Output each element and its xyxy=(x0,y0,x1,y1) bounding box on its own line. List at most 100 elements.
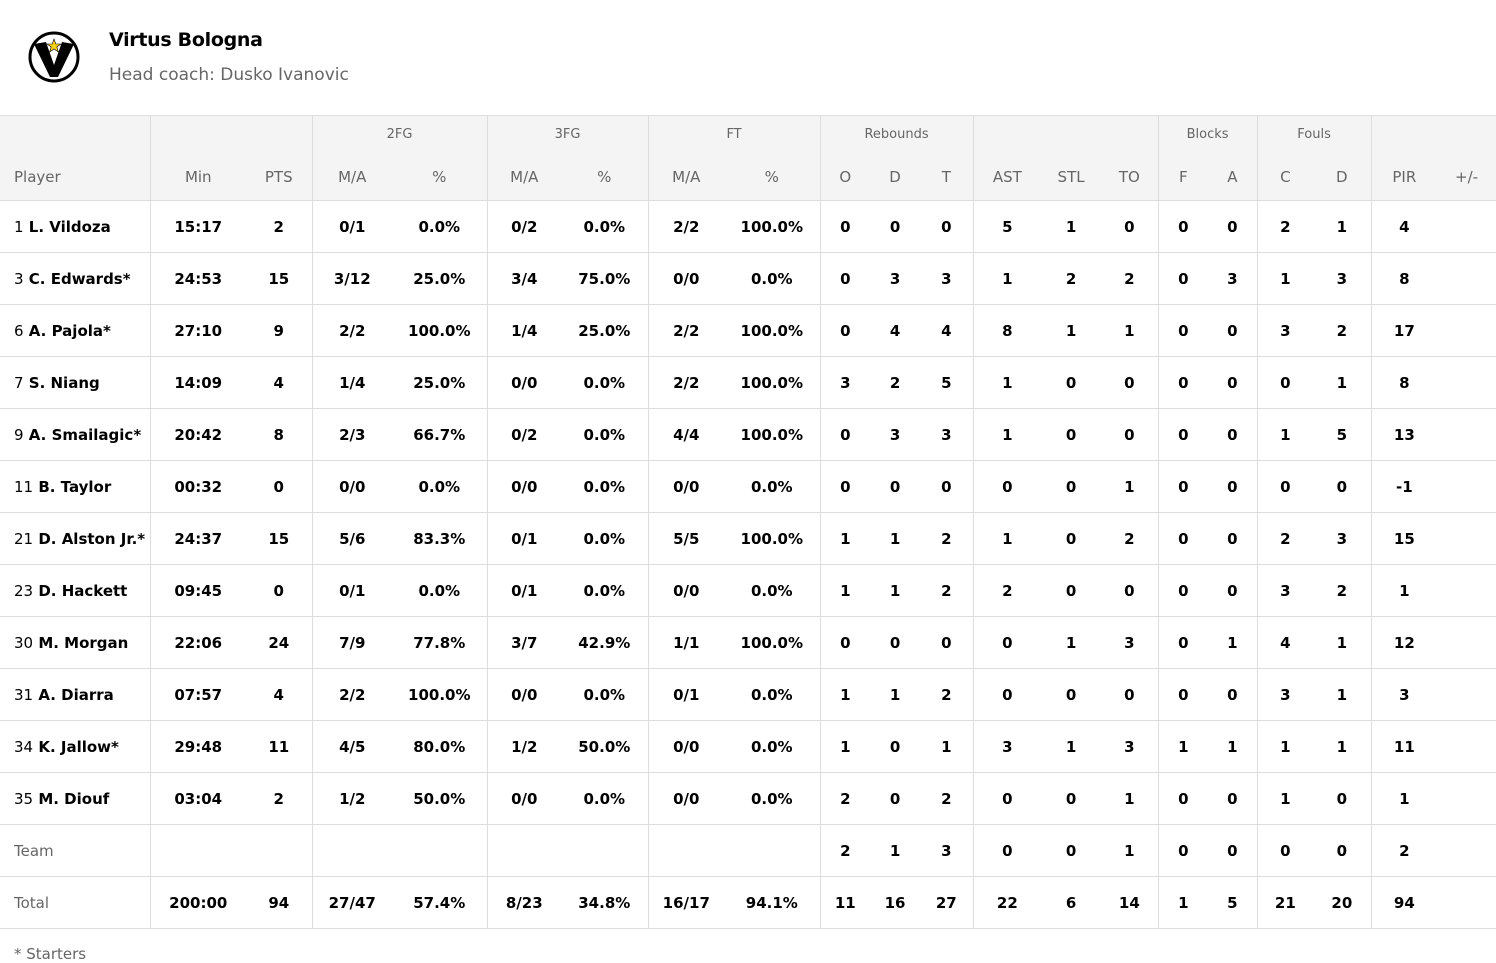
column-header-pir[interactable]: PIR xyxy=(1370,154,1438,201)
stat-stl: 0 xyxy=(1041,824,1102,877)
column-header-stl[interactable]: STL xyxy=(1041,154,1102,201)
stat-3fg-ma xyxy=(486,824,562,877)
group-header-3fg: 3FG xyxy=(486,115,649,154)
stat-min: 20:42 xyxy=(149,408,246,461)
column-header-fouls-d[interactable]: D xyxy=(1313,154,1372,201)
player-name[interactable]: D. Hackett xyxy=(38,581,128,600)
stat-pir: 1 xyxy=(1370,772,1438,825)
stat-blk-a: 0 xyxy=(1208,356,1258,409)
column-header-blk-f[interactable]: F xyxy=(1157,154,1209,201)
column-header-reb-d[interactable]: D xyxy=(870,154,921,201)
player-row: 3 C. Edwards* 24:53 15 3/12 25.0% 3/4 75.0% 0/0… xyxy=(0,252,1496,305)
stat-reb-o: 0 xyxy=(819,200,871,253)
stat-reb-o: 1 xyxy=(819,720,871,773)
column-header-ft-ma[interactable]: M/A xyxy=(647,154,725,201)
stat-ft-pct: 0.0% xyxy=(724,564,821,617)
player-name[interactable]: S. Niang xyxy=(28,373,100,392)
column-header-fouls-c[interactable]: C xyxy=(1256,154,1314,201)
column-header-ft-pct[interactable]: % xyxy=(724,154,821,201)
team-name: Virtus Bologna xyxy=(109,29,263,51)
stat-reb-d: 3 xyxy=(870,252,921,305)
stat-pir: 94 xyxy=(1370,876,1438,929)
stat-ast: 1 xyxy=(972,356,1042,409)
stat-fouls-c: 2 xyxy=(1256,200,1314,253)
stat-blk-a: 0 xyxy=(1208,200,1258,253)
column-header-blk-a[interactable]: A xyxy=(1208,154,1258,201)
stat-plus-minus xyxy=(1437,720,1496,773)
column-header-3fg-pct[interactable]: % xyxy=(561,154,649,201)
stat-2fg-ma: 2/3 xyxy=(311,408,392,461)
player-cell: 9 A. Smailagic* xyxy=(0,408,150,461)
stat-pts: 9 xyxy=(246,304,312,357)
column-header-2fg-ma[interactable]: M/A xyxy=(311,154,392,201)
stat-blk-f: 1 xyxy=(1157,876,1209,929)
stat-fouls-c: 3 xyxy=(1256,304,1314,357)
stat-min: 14:09 xyxy=(149,356,246,409)
column-header-player[interactable]: Player xyxy=(0,154,150,201)
player-cell: 23 D. Hackett xyxy=(0,564,150,617)
head-coach: Head coach: Dusko Ivanovic xyxy=(109,65,349,85)
player-name[interactable]: C. Edwards* xyxy=(28,269,131,288)
player-row: 7 S. Niang 14:09 4 1/4 25.0% 0/0 0.0% 2/2 100.0%… xyxy=(0,356,1496,409)
stat-3fg-pct: 0.0% xyxy=(561,408,649,461)
column-header-min[interactable]: Min xyxy=(149,154,246,201)
stat-blk-f: 0 xyxy=(1157,460,1209,513)
player-name[interactable]: B. Taylor xyxy=(38,477,112,496)
player-name[interactable]: K. Jallow* xyxy=(38,737,119,756)
column-header-2fg-pct[interactable]: % xyxy=(392,154,488,201)
stat-to: 2 xyxy=(1101,252,1159,305)
stat-3fg-ma: 0/1 xyxy=(486,564,562,617)
stat-2fg-pct: 0.0% xyxy=(392,460,488,513)
column-header-pts[interactable]: PTS xyxy=(246,154,312,201)
player-name[interactable]: M. Morgan xyxy=(38,633,129,652)
stat-3fg-pct: 34.8% xyxy=(561,876,649,929)
stat-3fg-ma: 0/2 xyxy=(486,408,562,461)
player-name[interactable]: A. Pajola* xyxy=(28,321,111,340)
stat-min: 03:04 xyxy=(149,772,246,825)
stat-reb-o: 1 xyxy=(819,564,871,617)
player-name[interactable]: D. Alston Jr.* xyxy=(38,529,146,548)
player-cell: 34 K. Jallow* xyxy=(0,720,150,773)
stat-ft-ma: 0/0 xyxy=(647,772,725,825)
player-cell: 1 L. Vildoza xyxy=(0,200,150,253)
column-header-reb-t[interactable]: T xyxy=(920,154,974,201)
stat-ft-ma: 0/1 xyxy=(647,668,725,721)
stat-reb-o: 3 xyxy=(819,356,871,409)
column-header-3fg-ma[interactable]: M/A xyxy=(486,154,562,201)
stat-reb-d: 2 xyxy=(870,356,921,409)
stat-blk-f: 1 xyxy=(1157,720,1209,773)
stat-blk-f: 0 xyxy=(1157,200,1209,253)
stat-ft-ma: 1/1 xyxy=(647,616,725,669)
stat-min: 27:10 xyxy=(149,304,246,357)
stat-reb-d: 0 xyxy=(870,200,921,253)
stat-reb-d: 1 xyxy=(870,824,921,877)
stat-pir: 2 xyxy=(1370,824,1438,877)
player-name[interactable]: A. Diarra xyxy=(38,685,114,704)
stat-pts: 0 xyxy=(246,564,312,617)
group-header-fouls: Fouls xyxy=(1256,115,1372,154)
stat-2fg-ma xyxy=(311,824,392,877)
stat-to: 1 xyxy=(1101,824,1159,877)
player-name[interactable]: L. Vildoza xyxy=(28,217,111,236)
player-name[interactable]: M. Diouf xyxy=(38,789,110,808)
column-header-plus-minus[interactable]: +/- xyxy=(1437,154,1496,201)
stat-reb-d: 0 xyxy=(870,772,921,825)
stat-ft-pct: 100.0% xyxy=(724,304,821,357)
stat-ast: 0 xyxy=(972,668,1042,721)
stat-ast: 1 xyxy=(972,512,1042,565)
stat-pir: 11 xyxy=(1370,720,1438,773)
player-name[interactable]: A. Smailagic* xyxy=(28,425,142,444)
stat-blk-a: 5 xyxy=(1208,876,1258,929)
stat-reb-d: 0 xyxy=(870,460,921,513)
stat-stl: 1 xyxy=(1041,200,1102,253)
column-header-reb-o[interactable]: O xyxy=(819,154,871,201)
column-header-ast[interactable]: AST xyxy=(972,154,1042,201)
stat-to: 3 xyxy=(1101,616,1159,669)
starters-footnote: * Starters xyxy=(14,945,87,963)
player-number: 9 xyxy=(14,425,24,444)
player-cell: 21 D. Alston Jr.* xyxy=(0,512,150,565)
stat-blk-f: 0 xyxy=(1157,512,1209,565)
stat-plus-minus xyxy=(1437,252,1496,305)
stat-3fg-pct: 0.0% xyxy=(561,564,649,617)
column-header-to[interactable]: TO xyxy=(1101,154,1159,201)
